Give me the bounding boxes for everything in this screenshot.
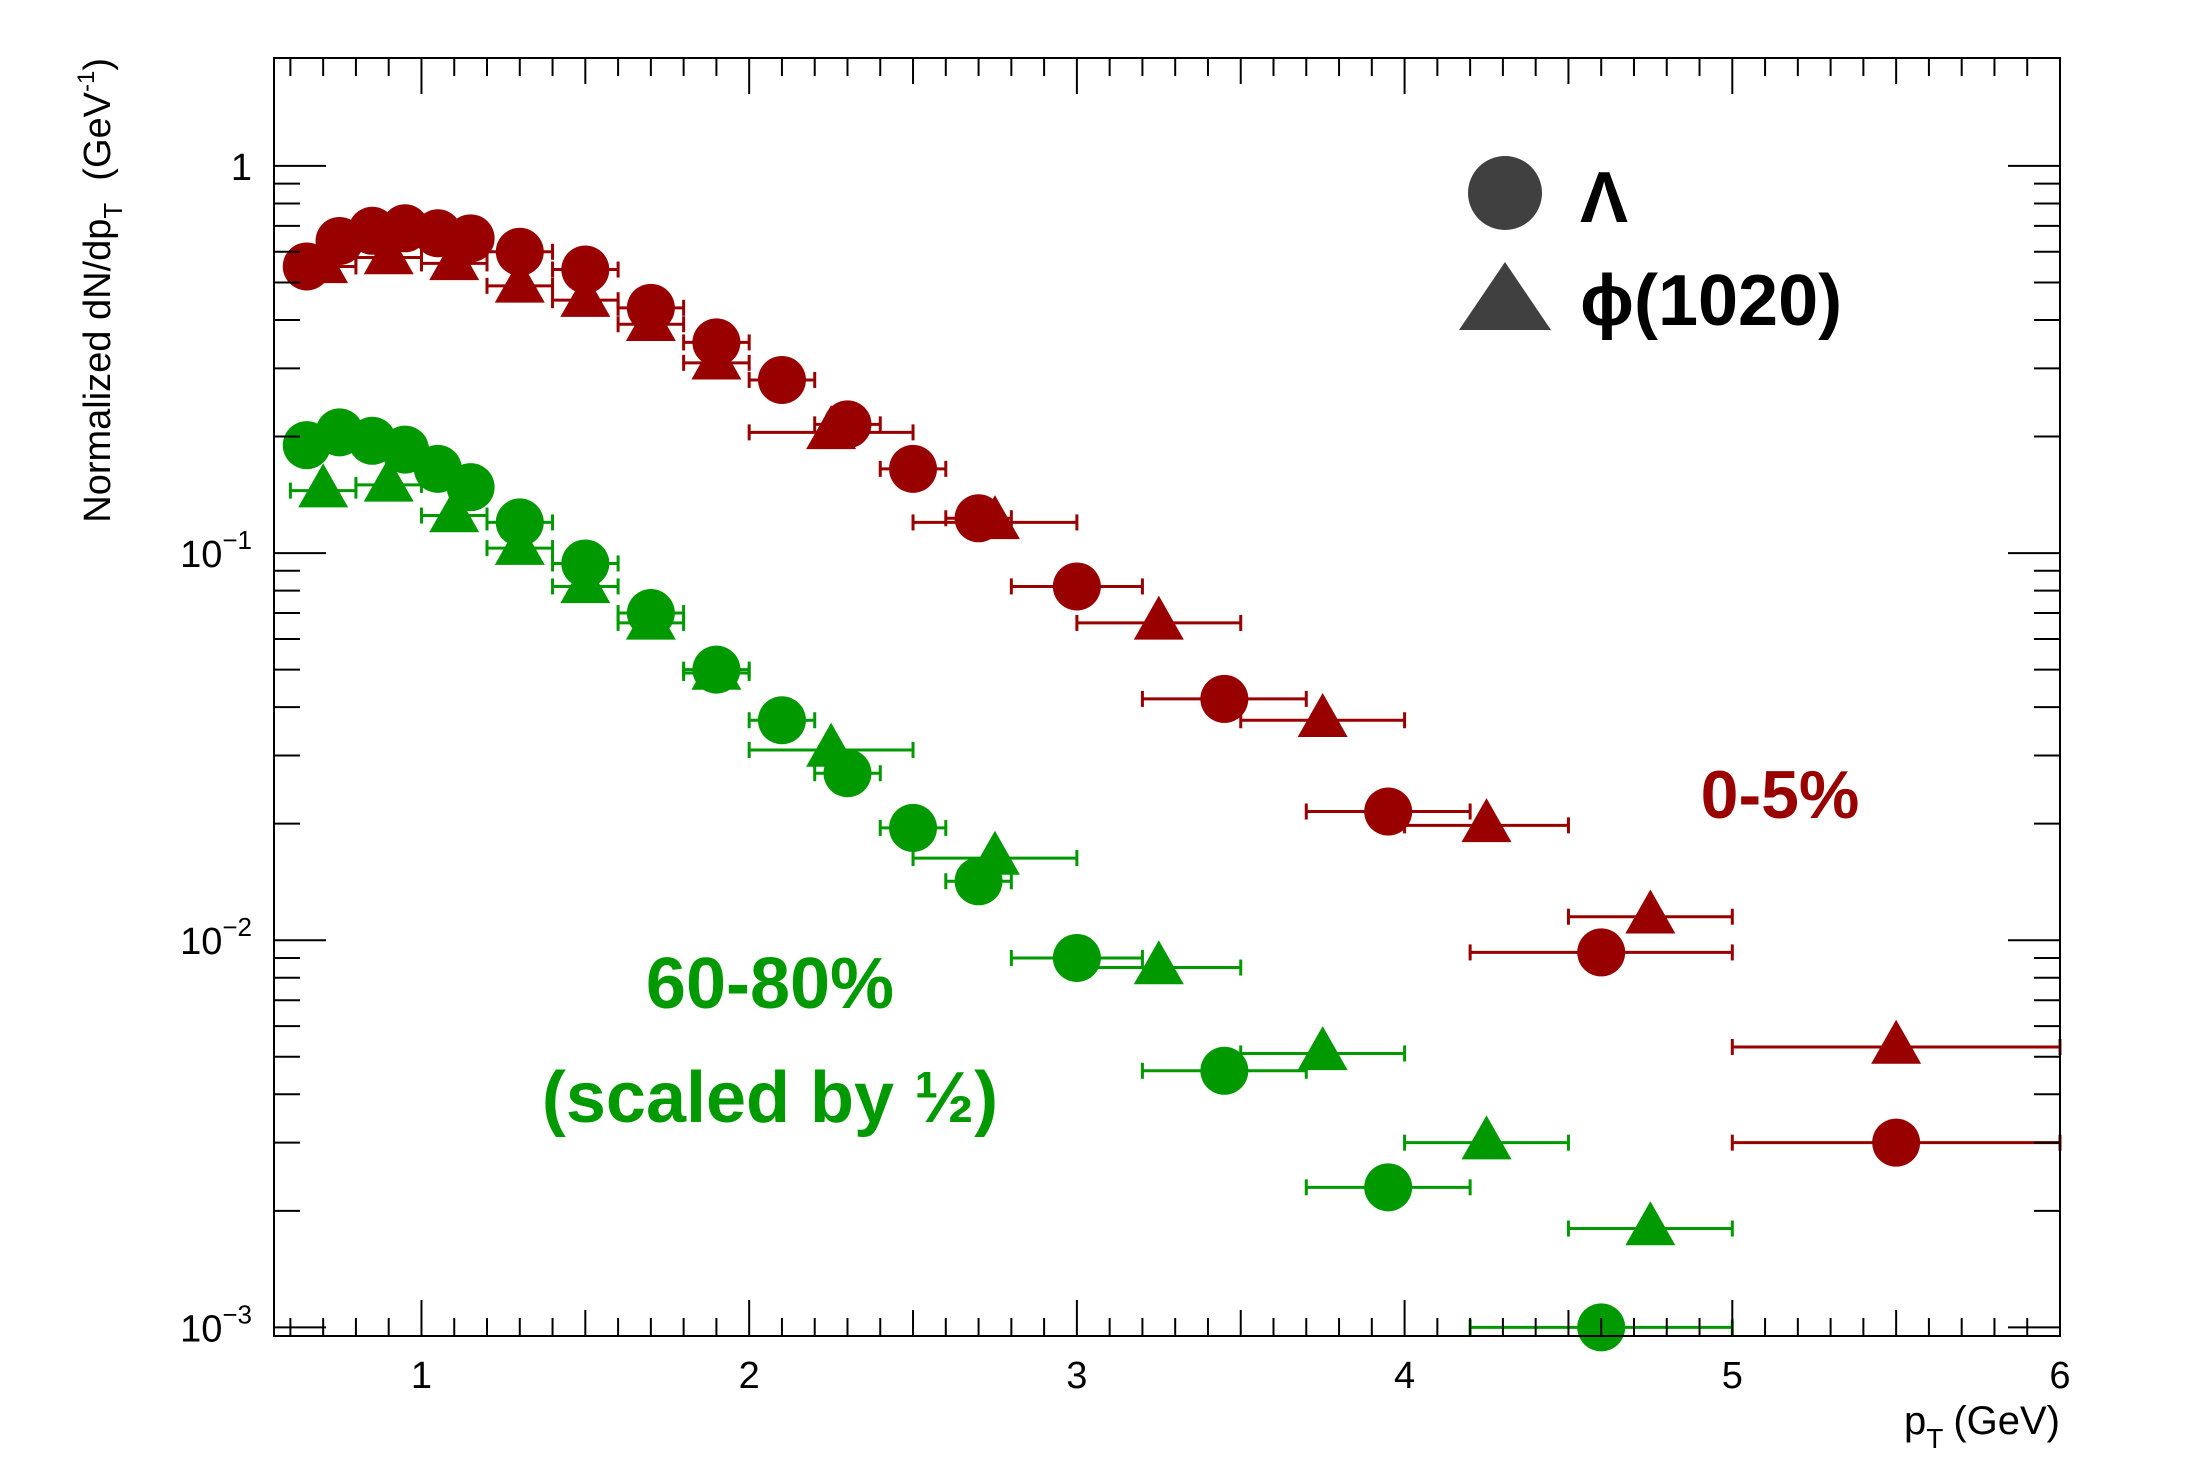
data-point-circle (1872, 1119, 1920, 1167)
x-tick-label: 5 (1722, 1355, 1743, 1397)
legend-label-phi: ϕ(1020) (1580, 261, 1842, 341)
data-point-circle (758, 696, 806, 744)
x-tick-label: 3 (1066, 1355, 1087, 1397)
data-point-circle (1577, 928, 1625, 976)
legend-label-lambda: Λ (1580, 158, 1628, 238)
data-point-circle (889, 804, 937, 852)
annotation-peripheral: 60-80% (646, 944, 894, 1024)
y-tick-label: 1 (231, 147, 252, 189)
data-point-circle (889, 445, 937, 493)
annotation-central: 0-5% (1701, 757, 1860, 833)
legend-circle-marker (1468, 156, 1542, 230)
x-tick-label: 6 (2049, 1355, 2070, 1397)
x-tick-label: 2 (739, 1355, 760, 1397)
data-point-circle (1364, 1163, 1412, 1211)
x-tick-label: 4 (1394, 1355, 1415, 1397)
annotation-peripheral-scale: (scaled by ½) (542, 1058, 998, 1138)
x-tick-label: 1 (411, 1355, 432, 1397)
data-point-circle (1053, 562, 1101, 610)
data-point-circle (758, 356, 806, 404)
